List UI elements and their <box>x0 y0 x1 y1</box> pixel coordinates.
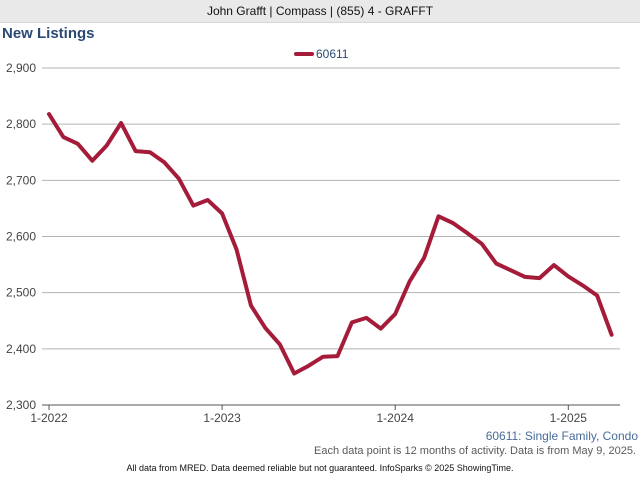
data-point <box>105 144 109 148</box>
x-tick-label: 1-2022 <box>30 411 68 425</box>
data-point <box>436 214 440 218</box>
data-point <box>191 204 195 208</box>
legend-label: 60611 <box>316 47 349 61</box>
data-point <box>177 177 181 181</box>
data-point <box>451 221 455 225</box>
data-point <box>206 198 210 202</box>
y-tick-label: 2,500 <box>6 286 36 300</box>
data-point <box>76 142 80 146</box>
chart-title: New Listings <box>2 25 95 42</box>
data-point <box>379 327 383 331</box>
data-point <box>47 112 51 116</box>
data-point <box>393 312 397 316</box>
data-point <box>321 355 325 359</box>
data-point <box>61 135 65 139</box>
data-point <box>422 256 426 260</box>
data-note: Each data point is 12 months of activity… <box>313 445 636 457</box>
data-point <box>90 159 94 163</box>
data-point <box>509 268 513 272</box>
y-tick-label: 2,800 <box>6 117 36 131</box>
data-point <box>235 247 239 251</box>
x-tick-label: 1-2025 <box>550 411 588 425</box>
legend: 60611 <box>294 47 349 61</box>
data-point <box>537 276 541 280</box>
data-point <box>278 342 282 346</box>
data-point <box>552 263 556 267</box>
data-point <box>566 274 570 278</box>
data-point <box>480 242 484 246</box>
series-group <box>47 112 614 376</box>
x-axis-ticks: 1-2022 1-2023 1-2024 1-2025 <box>30 405 587 425</box>
data-point <box>350 320 354 324</box>
x-tick-label: 1-2024 <box>377 411 415 425</box>
data-point <box>523 275 527 279</box>
x-tick-label: 1-2023 <box>203 411 241 425</box>
y-tick-label: 2,900 <box>6 61 36 75</box>
data-point <box>408 279 412 283</box>
y-tick-label: 2,300 <box>6 398 36 412</box>
data-point <box>581 283 585 287</box>
data-point <box>119 121 123 125</box>
agent-header-text: John Grafft | Compass | (855) 4 - GRAFFT <box>206 4 434 18</box>
series-line-60611 <box>47 112 614 376</box>
y-tick-label: 2,600 <box>6 230 36 244</box>
data-point <box>148 150 152 154</box>
data-point <box>162 160 166 164</box>
data-point <box>336 354 339 358</box>
series-description: 60611: Single Family, Condo <box>485 429 638 443</box>
data-point <box>465 231 469 235</box>
data-point <box>595 293 599 297</box>
data-point <box>263 326 267 330</box>
data-point <box>307 364 311 368</box>
y-axis-ticks: 2,300 2,400 2,500 2,600 2,700 2,800 2,900 <box>6 61 36 412</box>
y-tick-label: 2,700 <box>6 173 36 187</box>
data-point <box>134 149 138 153</box>
y-tick-label: 2,400 <box>6 342 36 356</box>
data-point <box>364 316 368 320</box>
data-point <box>249 304 253 308</box>
data-point <box>494 261 498 265</box>
agent-header: John Grafft | Compass | (855) 4 - GRAFFT <box>0 0 640 23</box>
source-note: All data from MRED. Data deemed reliable… <box>126 463 514 473</box>
grid-lines <box>42 67 620 350</box>
data-point <box>292 372 296 376</box>
data-point <box>610 333 614 337</box>
data-point <box>220 211 224 215</box>
